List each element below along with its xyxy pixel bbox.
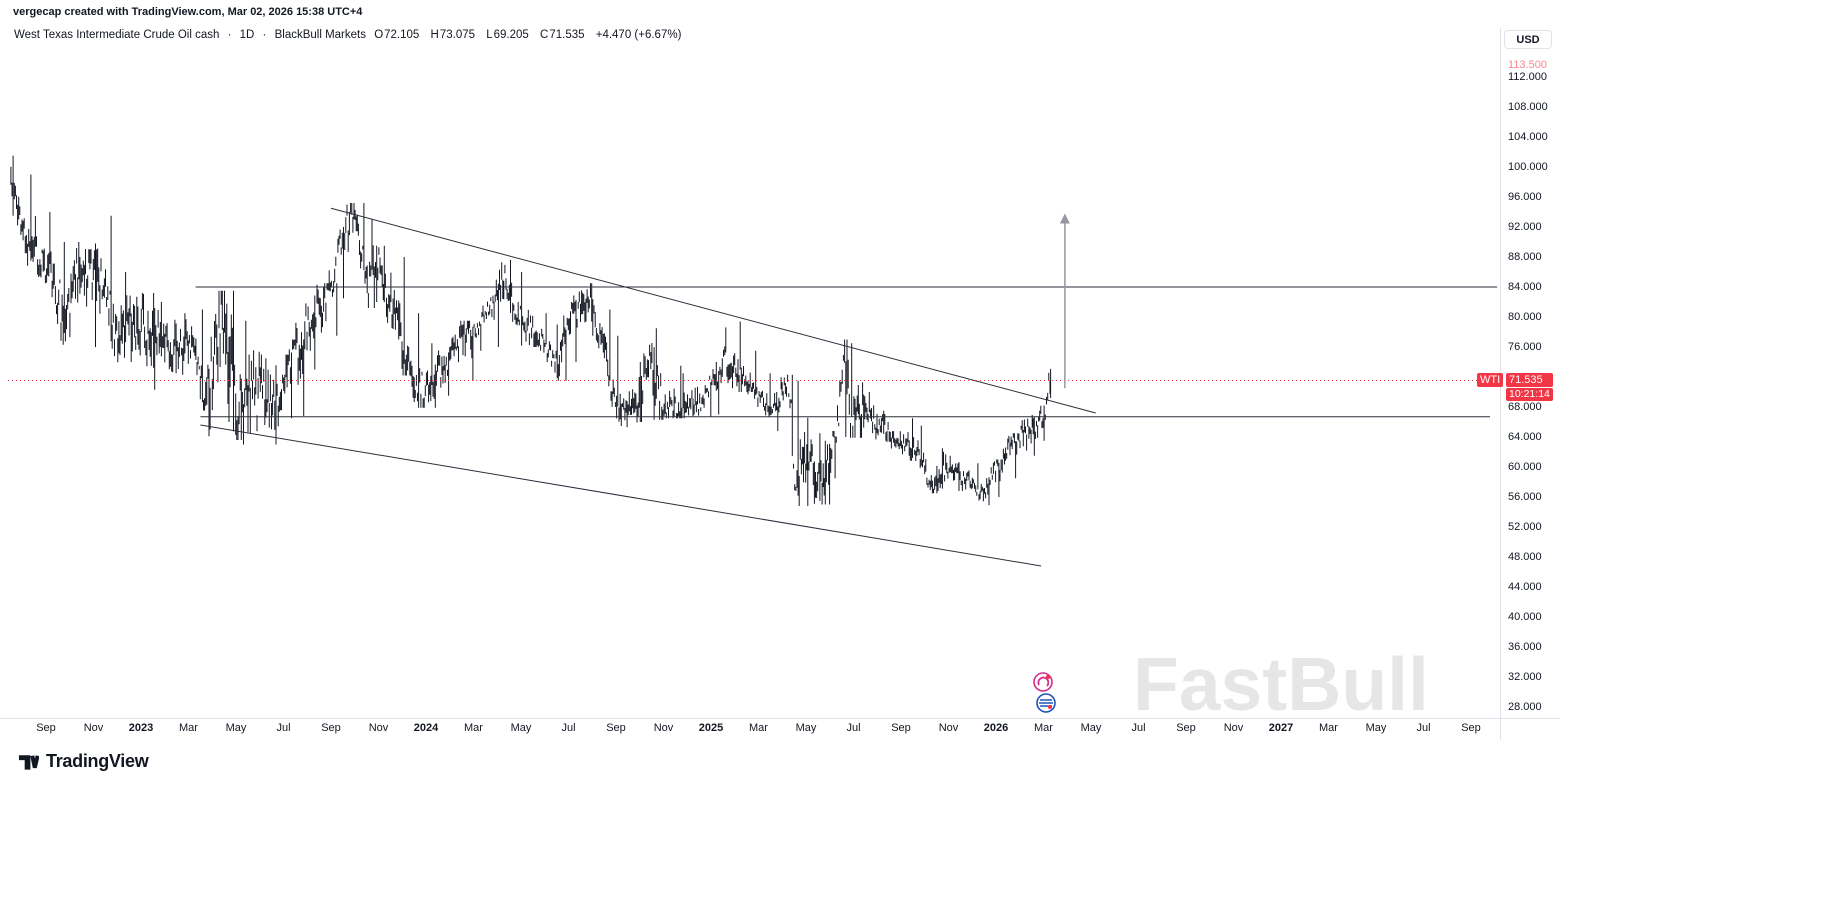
attribution-text: vergecap created with TradingView.com, M… — [13, 6, 363, 18]
price-axis-tick: 32.000 — [1508, 671, 1542, 683]
price-axis-tick: 44.000 — [1508, 581, 1542, 593]
price-axis-tick: 80.000 — [1508, 311, 1542, 323]
price-axis-tick: 112.000 — [1508, 71, 1547, 83]
fastbull-watermark: FastBull — [1133, 642, 1429, 726]
price-axis-tick: 84.000 — [1508, 281, 1542, 293]
current-price-label: 71.535 — [1506, 373, 1553, 387]
price-axis-tick: 48.000 — [1508, 551, 1542, 563]
open-label: O — [374, 29, 384, 41]
time-axis-month-tick: Nov — [368, 722, 389, 734]
price-axis-tick: 92.000 — [1508, 221, 1542, 233]
time-axis-month-tick: Mar — [179, 722, 198, 734]
high-value: 73.075 — [439, 29, 476, 41]
time-axis-month-tick: Jul — [1131, 722, 1146, 734]
price-axis-tick: 100.000 — [1508, 161, 1548, 173]
up-arrow-head-icon — [1059, 213, 1070, 224]
time-axis-month-tick: Sep — [1176, 722, 1196, 734]
price-axis-tick: 68.000 — [1508, 401, 1542, 413]
time-axis-month-tick: Jul — [276, 722, 291, 734]
price-axis-tick: 36.000 — [1508, 641, 1542, 653]
swirl-sticker-icon[interactable] — [1033, 672, 1053, 692]
tradingview-logo-text: TradingView — [46, 751, 149, 771]
price-axis-tick: 28.000 — [1508, 701, 1542, 713]
time-axis-year-tick: 2025 — [698, 722, 724, 734]
low-label: L — [486, 29, 493, 41]
price-axis-tick: 40.000 — [1508, 611, 1542, 623]
tradingview-logo-icon — [18, 755, 39, 770]
price-axis-tick: 52.000 — [1508, 521, 1542, 533]
channel-upper-trendline[interactable] — [330, 207, 1096, 414]
time-axis-month-tick: Nov — [1223, 722, 1244, 734]
interval-label: 1D — [239, 29, 255, 41]
time-axis-month-tick: Jul — [561, 722, 576, 734]
time-axis-month-tick: May — [1365, 722, 1387, 734]
time-axis-month-tick: May — [795, 722, 817, 734]
time-axis-month-tick: Mar — [464, 722, 483, 734]
symbol-header: West Texas Intermediate Crude Oil cash ·… — [14, 29, 689, 41]
globe-sticker-icon[interactable] — [1036, 693, 1056, 713]
currency-usd-button[interactable]: USD — [1504, 30, 1552, 49]
time-axis-month-tick: Jul — [846, 722, 861, 734]
low-value: 69.205 — [493, 29, 529, 41]
time-axis-month-tick: May — [510, 722, 532, 734]
close-label: C — [540, 29, 549, 41]
price-axis-tick: 96.000 — [1508, 191, 1542, 203]
time-axis-month-tick: Sep — [891, 722, 911, 734]
time-axis-year-tick: 2027 — [1268, 722, 1294, 734]
time-axis-month-tick: Jul — [1416, 722, 1431, 734]
time-axis-month-tick: Sep — [1461, 722, 1481, 734]
time-axis-month-tick: Mar — [1034, 722, 1053, 734]
price-axis-tick: 108.000 — [1508, 101, 1548, 113]
time-axis-year-tick: 2026 — [983, 722, 1009, 734]
price-axis-tick: 104.000 — [1508, 131, 1548, 143]
open-value: 72.105 — [384, 29, 420, 41]
time-axis-month-tick: Nov — [83, 722, 104, 734]
symbol-price-flag: WTI — [1477, 373, 1504, 387]
time-axis-year-tick: 2023 — [128, 722, 154, 734]
channel-lower-trendline[interactable] — [200, 424, 1042, 567]
change-value: +4.470 (+6.67%) — [595, 29, 682, 41]
price-axis-tick: 88.000 — [1508, 251, 1542, 263]
time-axis-month-tick: Nov — [653, 722, 674, 734]
price-axis-tick: 76.000 — [1508, 341, 1542, 353]
time-axis-month-tick: Sep — [36, 722, 56, 734]
time-axis-month-tick: May — [1080, 722, 1102, 734]
time-axis-month-tick: Sep — [321, 722, 341, 734]
separator-dot: · — [262, 29, 267, 41]
alert-price-label: 113.500 — [1508, 59, 1547, 71]
high-label: H — [430, 29, 439, 41]
candlestick-series[interactable] — [10, 155, 1052, 506]
bar-close-countdown: 10:21:14 — [1506, 388, 1553, 401]
price-axis-tick: 64.000 — [1508, 431, 1542, 443]
time-axis-month-tick: Mar — [1319, 722, 1338, 734]
time-axis-month-tick: Nov — [938, 722, 959, 734]
time-axis-year-tick: 2024 — [413, 722, 439, 734]
price-axis-tick: 60.000 — [1508, 461, 1542, 473]
price-axis-tick: 56.000 — [1508, 491, 1542, 503]
broker-label: BlackBull Markets — [274, 29, 366, 41]
symbol-title: West Texas Intermediate Crude Oil cash — [14, 29, 220, 41]
close-value: 71.535 — [549, 29, 585, 41]
time-axis-month-tick: May — [225, 722, 247, 734]
tradingview-logo[interactable]: TradingView — [18, 751, 149, 772]
time-axis-month-tick: Sep — [606, 722, 626, 734]
time-axis-month-tick: Mar — [749, 722, 768, 734]
separator-dot: · — [227, 29, 232, 41]
